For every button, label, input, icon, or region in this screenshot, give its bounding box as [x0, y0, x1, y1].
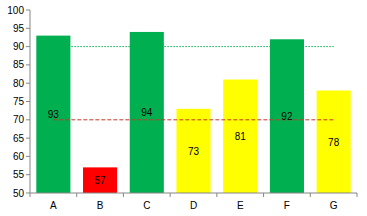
y-tick [26, 28, 30, 29]
y-tick [26, 193, 30, 194]
bar [270, 39, 304, 193]
y-tick [26, 83, 30, 84]
data-label: 57 [95, 175, 107, 186]
y-tick [26, 101, 30, 102]
x-tick-label: E [237, 200, 244, 211]
x-tick-label: D [190, 200, 197, 211]
y-tick [26, 64, 30, 65]
x-tick [76, 193, 77, 197]
y-tick-label: 85 [13, 59, 25, 70]
x-tick [216, 193, 217, 197]
y-tick [26, 174, 30, 175]
x-tick-label: F [284, 200, 290, 211]
y-tick-label: 95 [13, 23, 25, 34]
y-tick-label: 55 [13, 169, 25, 180]
data-label: 92 [281, 111, 293, 122]
reference-line [53, 46, 333, 47]
x-tick-label: A [50, 200, 57, 211]
y-tick-label: 50 [13, 188, 25, 199]
data-label: 81 [235, 131, 247, 142]
y-tick [26, 119, 30, 120]
data-label: 94 [141, 107, 153, 118]
x-tick [170, 193, 171, 197]
y-tick-label: 70 [13, 114, 25, 125]
x-tick [30, 193, 31, 197]
y-tick-label: 100 [7, 5, 24, 16]
x-tick-label: B [97, 200, 104, 211]
y-tick-label: 90 [13, 41, 25, 52]
bar [317, 91, 351, 193]
y-tick [26, 156, 30, 157]
x-axis [30, 193, 357, 194]
bar [176, 109, 210, 193]
data-label: 93 [48, 109, 60, 120]
x-tick [123, 193, 124, 197]
x-tick [263, 193, 264, 197]
x-tick-label: G [330, 200, 338, 211]
bar [36, 36, 70, 193]
x-tick [357, 193, 358, 197]
x-tick [310, 193, 311, 197]
bars [36, 32, 350, 193]
chart-container: 50 55 60 65 70 75 80 85 90 95 100 A B C D E F G 93 57 94 73 81… [0, 0, 367, 216]
bar [83, 167, 117, 193]
data-label: 78 [328, 137, 340, 148]
y-tick [26, 138, 30, 139]
y-axis [30, 10, 31, 193]
y-tick-label: 80 [13, 78, 25, 89]
y-tick-label: 65 [13, 133, 25, 144]
y-tick [26, 10, 30, 11]
y-tick [26, 46, 30, 47]
y-tick-label: 75 [13, 96, 25, 107]
chart-svg: 50 55 60 65 70 75 80 85 90 95 100 A B C D E F G 93 57 94 73 81… [0, 0, 367, 216]
bar [130, 32, 164, 193]
data-label: 73 [188, 146, 200, 157]
y-tick-label: 60 [13, 151, 25, 162]
x-tick-label: C [143, 200, 150, 211]
bar [223, 80, 257, 193]
